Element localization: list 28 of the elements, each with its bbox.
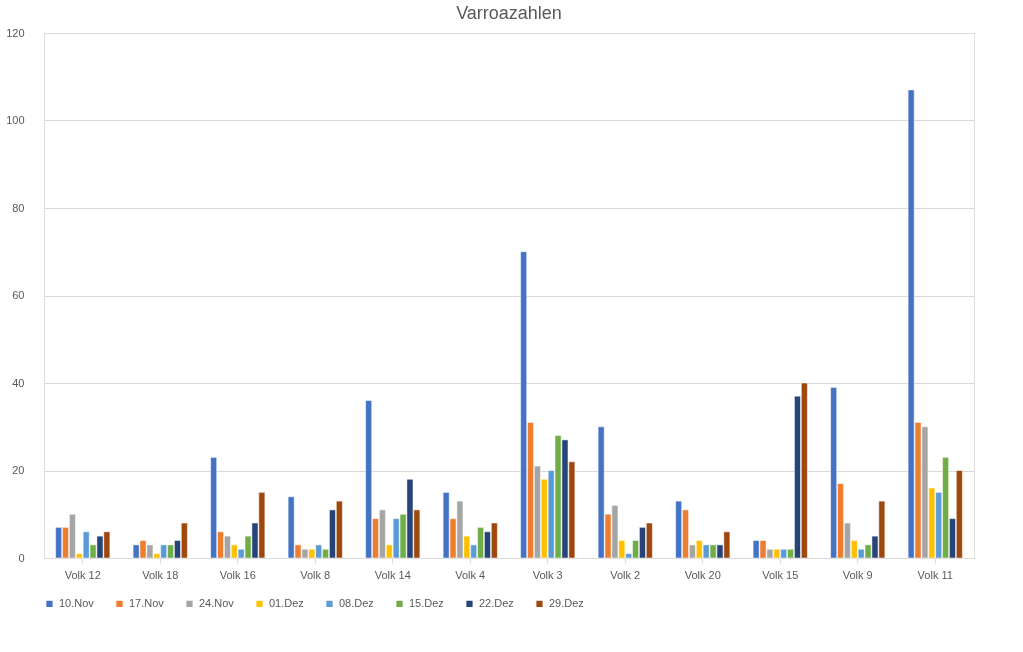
legend-label: 17.Nov bbox=[129, 596, 165, 609]
x-tick-label: Volk 15 bbox=[762, 568, 799, 581]
x-tick-label: Volk 18 bbox=[142, 568, 179, 581]
x-tick-label: Volk 2 bbox=[610, 568, 641, 581]
y-tick-label: 80 bbox=[12, 201, 25, 214]
legend-label: 22.Dez bbox=[479, 596, 514, 609]
x-tick-label: Volk 16 bbox=[219, 568, 256, 581]
x-tick-label: Volk 3 bbox=[532, 568, 563, 581]
x-tick-label: Volk 8 bbox=[300, 568, 331, 581]
y-tick-label: 20 bbox=[12, 464, 25, 476]
y-tick-label: 120 bbox=[6, 26, 25, 39]
x-tick-label: Volk 14 bbox=[374, 568, 411, 581]
x-tick-label: Volk 12 bbox=[64, 568, 101, 581]
legend-label: 10.Nov bbox=[59, 596, 95, 609]
x-tick-label: Volk 9 bbox=[842, 568, 873, 581]
x-tick-label: Volk 20 bbox=[684, 568, 721, 581]
legend-label: 29.Dez bbox=[549, 596, 584, 609]
y-tick-label: 60 bbox=[12, 289, 25, 301]
x-tick-label: Volk 11 bbox=[917, 568, 953, 581]
y-tick-label: 0 bbox=[18, 551, 25, 564]
legend-label: 24.Nov bbox=[199, 596, 235, 609]
y-tick-label: 100 bbox=[6, 114, 25, 126]
legend-label: 15.Dez bbox=[409, 596, 444, 609]
x-tick-label: Volk 4 bbox=[455, 568, 486, 581]
chart-title: Varroazahlen bbox=[456, 3, 562, 23]
legend-label: 01.Dez bbox=[269, 596, 304, 609]
legend-label: 08.Dez bbox=[339, 596, 374, 609]
y-tick-label: 40 bbox=[12, 376, 25, 389]
